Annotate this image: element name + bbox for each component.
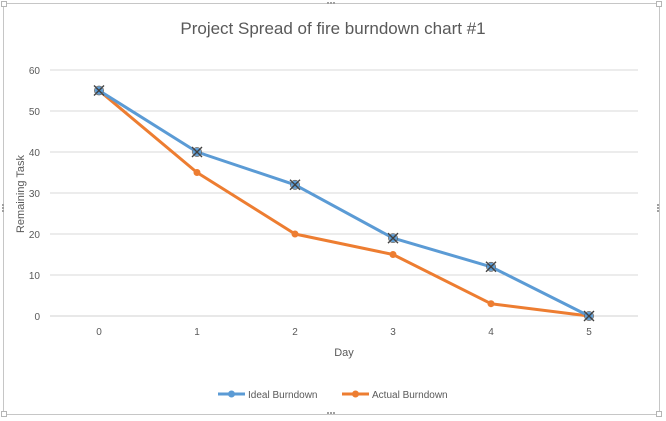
x-tick-label: 0 (96, 327, 102, 338)
gridlines (50, 69, 638, 317)
series-line-actual-burndown (97, 89, 591, 318)
data-point-ideal-burndown (387, 232, 399, 244)
data-point-actual-burndown (193, 169, 201, 176)
resize-handle-top-right[interactable] (656, 1, 662, 7)
series-ideal-burndown (93, 85, 595, 322)
data-point-actual-burndown (291, 230, 299, 238)
resize-grip-bottom[interactable] (327, 412, 335, 416)
data-point-ideal-burndown (93, 85, 105, 96)
legend-marker (228, 390, 235, 398)
y-axis-label: Remaining Task (15, 154, 27, 233)
legend: Ideal Burndown Actual Burndown (218, 390, 448, 401)
x-axis-label: Day (334, 347, 354, 359)
y-tick-label: 30 (29, 189, 41, 200)
resize-handle-bottom-left[interactable] (1, 411, 7, 417)
legend-marker (352, 390, 359, 398)
series-line-ideal-burndown (97, 89, 591, 318)
y-tick-label: 50 (29, 107, 41, 118)
data-point-ideal-burndown (289, 179, 301, 191)
data-point-actual-burndown (389, 251, 397, 258)
data-point-ideal-burndown (485, 261, 497, 273)
resize-grip-left[interactable] (2, 204, 6, 212)
resize-handle-bottom-right[interactable] (656, 411, 662, 417)
legend-label: Ideal Burndown (248, 390, 318, 401)
y-tick-label: 20 (29, 230, 41, 241)
x-tick-label: 1 (194, 327, 200, 338)
resize-grip-right[interactable] (657, 204, 661, 212)
series-layer (93, 85, 595, 322)
legend-label: Actual Burndown (372, 390, 448, 401)
y-tick-label: 10 (29, 271, 41, 282)
x-tick-label: 2 (292, 327, 298, 338)
data-point-ideal-burndown (583, 310, 595, 322)
x-axis-ticks: 0 1 2 3 4 5 (96, 327, 592, 338)
x-tick-label: 3 (390, 327, 396, 338)
resize-handle-top-left[interactable] (1, 1, 7, 7)
legend-item-actual-burndown: Actual Burndown (342, 390, 448, 401)
y-axis-ticks: 0 10 20 30 40 50 60 (29, 66, 41, 323)
data-point-actual-burndown (487, 300, 495, 308)
y-tick-label: 60 (29, 66, 41, 77)
resize-grip-top[interactable] (327, 2, 335, 6)
y-tick-label: 40 (29, 148, 41, 159)
chart-title: Project Spread of fire burndown chart #1 (180, 19, 485, 38)
x-tick-label: 4 (488, 327, 494, 338)
legend-item-ideal-burndown: Ideal Burndown (218, 390, 318, 401)
y-tick-label: 0 (34, 312, 40, 323)
series-actual-burndown (95, 87, 593, 320)
data-point-ideal-burndown (191, 146, 203, 158)
x-tick-label: 5 (586, 327, 592, 338)
